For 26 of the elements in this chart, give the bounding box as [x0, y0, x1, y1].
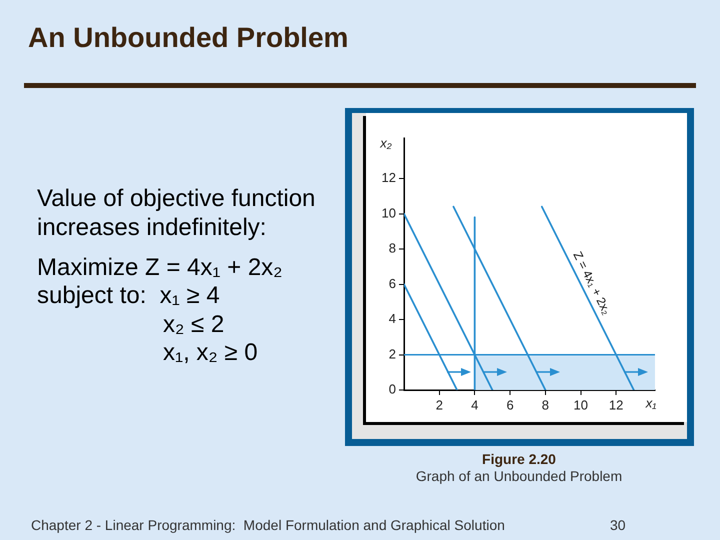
- text: Maximize Z = 4x₁ + 2x₂: [37, 254, 282, 281]
- chart-title: An Unbounded Problem: [28, 22, 348, 54]
- x-tick-label: 6: [506, 397, 514, 412]
- caption: Figure 2.20: [482, 451, 556, 468]
- x-tick-label: 4: [471, 397, 478, 412]
- y-tick-label: 10: [382, 205, 396, 220]
- text: Graph of an Unbounded Problem: [416, 468, 622, 484]
- y-tick-label: 0: [388, 382, 396, 397]
- y-tick-label: 8: [388, 240, 396, 256]
- text: subject to: x₁ ≥ 4: [37, 282, 220, 309]
- text: x₁, x₂ ≥ 0: [163, 338, 258, 366]
- text: 30: [610, 517, 626, 534]
- y-tick-label: 6: [388, 276, 396, 291]
- x-tick-label: 2: [436, 397, 443, 412]
- y-tick-label: 12: [382, 170, 396, 186]
- x-tick-label: 8: [542, 397, 550, 412]
- text: Value of objective function increases indefinitely:: [37, 184, 316, 242]
- text: Chapter 2 - Linear Programming: Model Formulation and Graphical Solution: [31, 517, 505, 534]
- x-tick-label: 10: [574, 397, 588, 412]
- y-tick-label: 4: [388, 311, 396, 326]
- annotation: Z = 4x₁ + 2x₂: [570, 249, 614, 318]
- text: x₂ ≤ 2: [163, 310, 224, 338]
- y-axis-title: x₂: [380, 136, 392, 150]
- x-axis-title: x₁: [646, 396, 656, 410]
- y-tick-label: 2: [388, 346, 396, 362]
- x-tick-label: 12: [608, 397, 624, 412]
